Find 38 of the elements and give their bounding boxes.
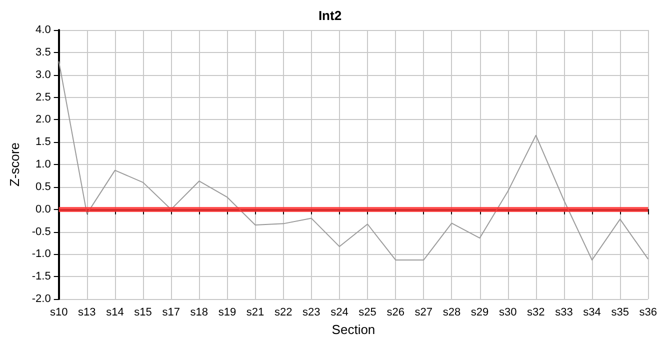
x-tick-label: s17 bbox=[162, 306, 180, 318]
y-tick-label: 1.0 bbox=[36, 158, 51, 170]
y-tick-label: 3.5 bbox=[36, 46, 51, 58]
x-tick-label: s35 bbox=[611, 306, 629, 318]
x-tick-label: s36 bbox=[639, 306, 658, 318]
x-tick-label: s30 bbox=[498, 306, 517, 318]
x-tick-label: s33 bbox=[555, 306, 573, 318]
x-tick-label: s23 bbox=[302, 306, 320, 318]
y-tick-label: -1.5 bbox=[32, 270, 51, 283]
y-tick-label: 2.5 bbox=[36, 91, 51, 104]
x-axis-title: Section bbox=[332, 322, 376, 337]
x-tick-label: s26 bbox=[386, 306, 404, 318]
y-tick-label: -2.0 bbox=[32, 293, 51, 305]
x-tick-label: s29 bbox=[470, 306, 489, 318]
x-tick-label: s25 bbox=[358, 306, 376, 318]
x-tick-label: s19 bbox=[218, 306, 236, 318]
chart-title: Int2 bbox=[318, 8, 342, 23]
x-tick-label: s22 bbox=[274, 306, 292, 318]
x-tick-label: s32 bbox=[527, 306, 545, 318]
x-tick-label: s14 bbox=[106, 306, 124, 318]
y-tick-label: 3.0 bbox=[36, 68, 51, 81]
y-tick-label: -0.5 bbox=[32, 226, 51, 238]
x-tick-label: s21 bbox=[246, 306, 264, 318]
x-tick-label: s15 bbox=[134, 306, 152, 318]
x-tick-label: s24 bbox=[330, 306, 348, 318]
x-tick-label: s27 bbox=[414, 306, 433, 318]
y-tick-label: 0.0 bbox=[36, 203, 51, 216]
y-tick-label: -1.0 bbox=[32, 248, 51, 260]
y-tick-label: 4.0 bbox=[36, 24, 51, 36]
x-tick-label: s28 bbox=[442, 306, 461, 318]
y-tick-label: 1.5 bbox=[36, 136, 51, 148]
x-tick-label: s10 bbox=[50, 306, 68, 318]
y-tick-label: 2.0 bbox=[36, 114, 51, 126]
y-tick-label: 0.5 bbox=[36, 180, 51, 193]
x-tick-label: s34 bbox=[583, 306, 601, 318]
y-axis-title: Z-score bbox=[7, 142, 22, 187]
x-tick-label: s13 bbox=[78, 306, 96, 318]
x-tick-label: s18 bbox=[190, 306, 208, 318]
